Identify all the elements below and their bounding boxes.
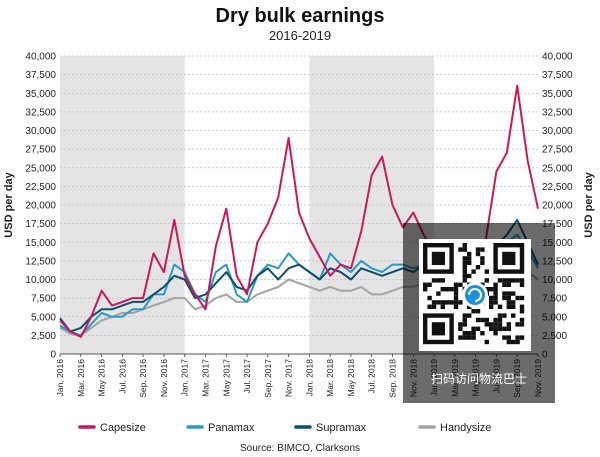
x-tick-label: Jul. 2016 [117,359,127,394]
y-tick-label-left: 5,000 [31,312,56,323]
x-tick-label: May 2017 [221,359,231,397]
chart-subtitle: 2016-2019 [269,28,331,43]
y-tick-label-left: 17,500 [25,219,56,230]
y-axis-left-ticks: 0 2,500 5,000 7,500 10,000 12,500 15,000 17,500… [25,52,56,361]
y-tick-label-left: 20,000 [25,201,56,212]
y-tick-label-right: 32,500 [542,107,573,118]
y-tick-label-left: 30,000 [25,126,56,137]
y-tick-label-left: 2,500 [31,331,56,342]
y-tick-label-left: 40,000 [25,52,56,63]
x-tick-label: Jul. 2018 [367,359,377,394]
legend-label-handysize: Handysize [440,422,491,434]
legend-label-panamax: Panamax [208,422,255,434]
y-tick-label-left: 27,500 [25,145,56,156]
y-axis-label-left: USD per day [3,171,15,237]
x-tick-label: Mar. 2017 [200,359,210,397]
x-tick-label: May 2018 [346,359,356,397]
qr-code-overlay: 扫码访问物流巴士 [403,223,555,403]
x-tick-label: Jan. 2017 [180,359,190,397]
y-tick-label-right: 37,500 [542,70,573,81]
y-tick-label-left: 10,000 [25,275,56,286]
x-tick-label: Nov. 2017 [284,359,294,397]
y-tick-label-right: 15,000 [542,238,573,249]
y-axis-label-right: USD per day [583,171,595,237]
y-tick-label-left: 15,000 [25,238,56,249]
x-tick-label: May 2016 [97,359,107,397]
y-tick-label-right: 30,000 [542,126,573,137]
y-tick-label-right: 12,500 [542,256,573,267]
y-tick-label-right: 35,000 [542,89,573,100]
y-tick-label-right: 25,000 [542,163,573,174]
qr-code-icon [423,243,525,345]
y-tick-label-right: 40,000 [542,52,573,63]
y-tick-label-left: 32,500 [25,107,56,118]
y-tick-label-left: 25,000 [25,163,56,174]
y-tick-label-left: 0 [50,350,56,361]
y-tick-label-left: 22,500 [25,182,56,193]
y-tick-label-left: 37,500 [25,70,56,81]
y-tick-label-right: 27,500 [542,145,573,156]
chart-source: Source: BIMCO, Clarksons [240,443,360,454]
y-tick-label-left: 12,500 [25,256,56,267]
y-tick-label-left: 7,500 [31,294,56,305]
y-tick-label-right: 22,500 [542,182,573,193]
x-tick-label: Sep. 2017 [263,359,273,398]
chart-title: Dry bulk earnings [216,5,385,27]
qr-overlay-caption: 扫码访问物流巴士 [431,372,527,386]
x-tick-label: Mar. 2018 [325,359,335,397]
y-tick-label-left: 35,000 [25,89,56,100]
legend-label-supramax: Supramax [316,422,367,434]
x-tick-label: Jan. 2018 [304,359,314,397]
y-tick-label-right: 20,000 [542,201,573,212]
x-tick-label: Sep. 2016 [138,359,148,398]
y-tick-label-right: 10,000 [542,275,573,286]
y-tick-label-right: 17,500 [542,219,573,230]
chart-legend: Capesize Panamax Supramax Handysize [78,422,491,434]
x-tick-label: Nov. 2016 [159,359,169,397]
legend-label-capesize: Capesize [100,422,146,434]
x-tick-label: Jul. 2017 [242,359,252,394]
x-tick-label: Mar. 2016 [76,359,86,397]
x-tick-label: Jan. 2016 [55,359,65,397]
x-tick-label: Sep. 2018 [388,359,398,398]
